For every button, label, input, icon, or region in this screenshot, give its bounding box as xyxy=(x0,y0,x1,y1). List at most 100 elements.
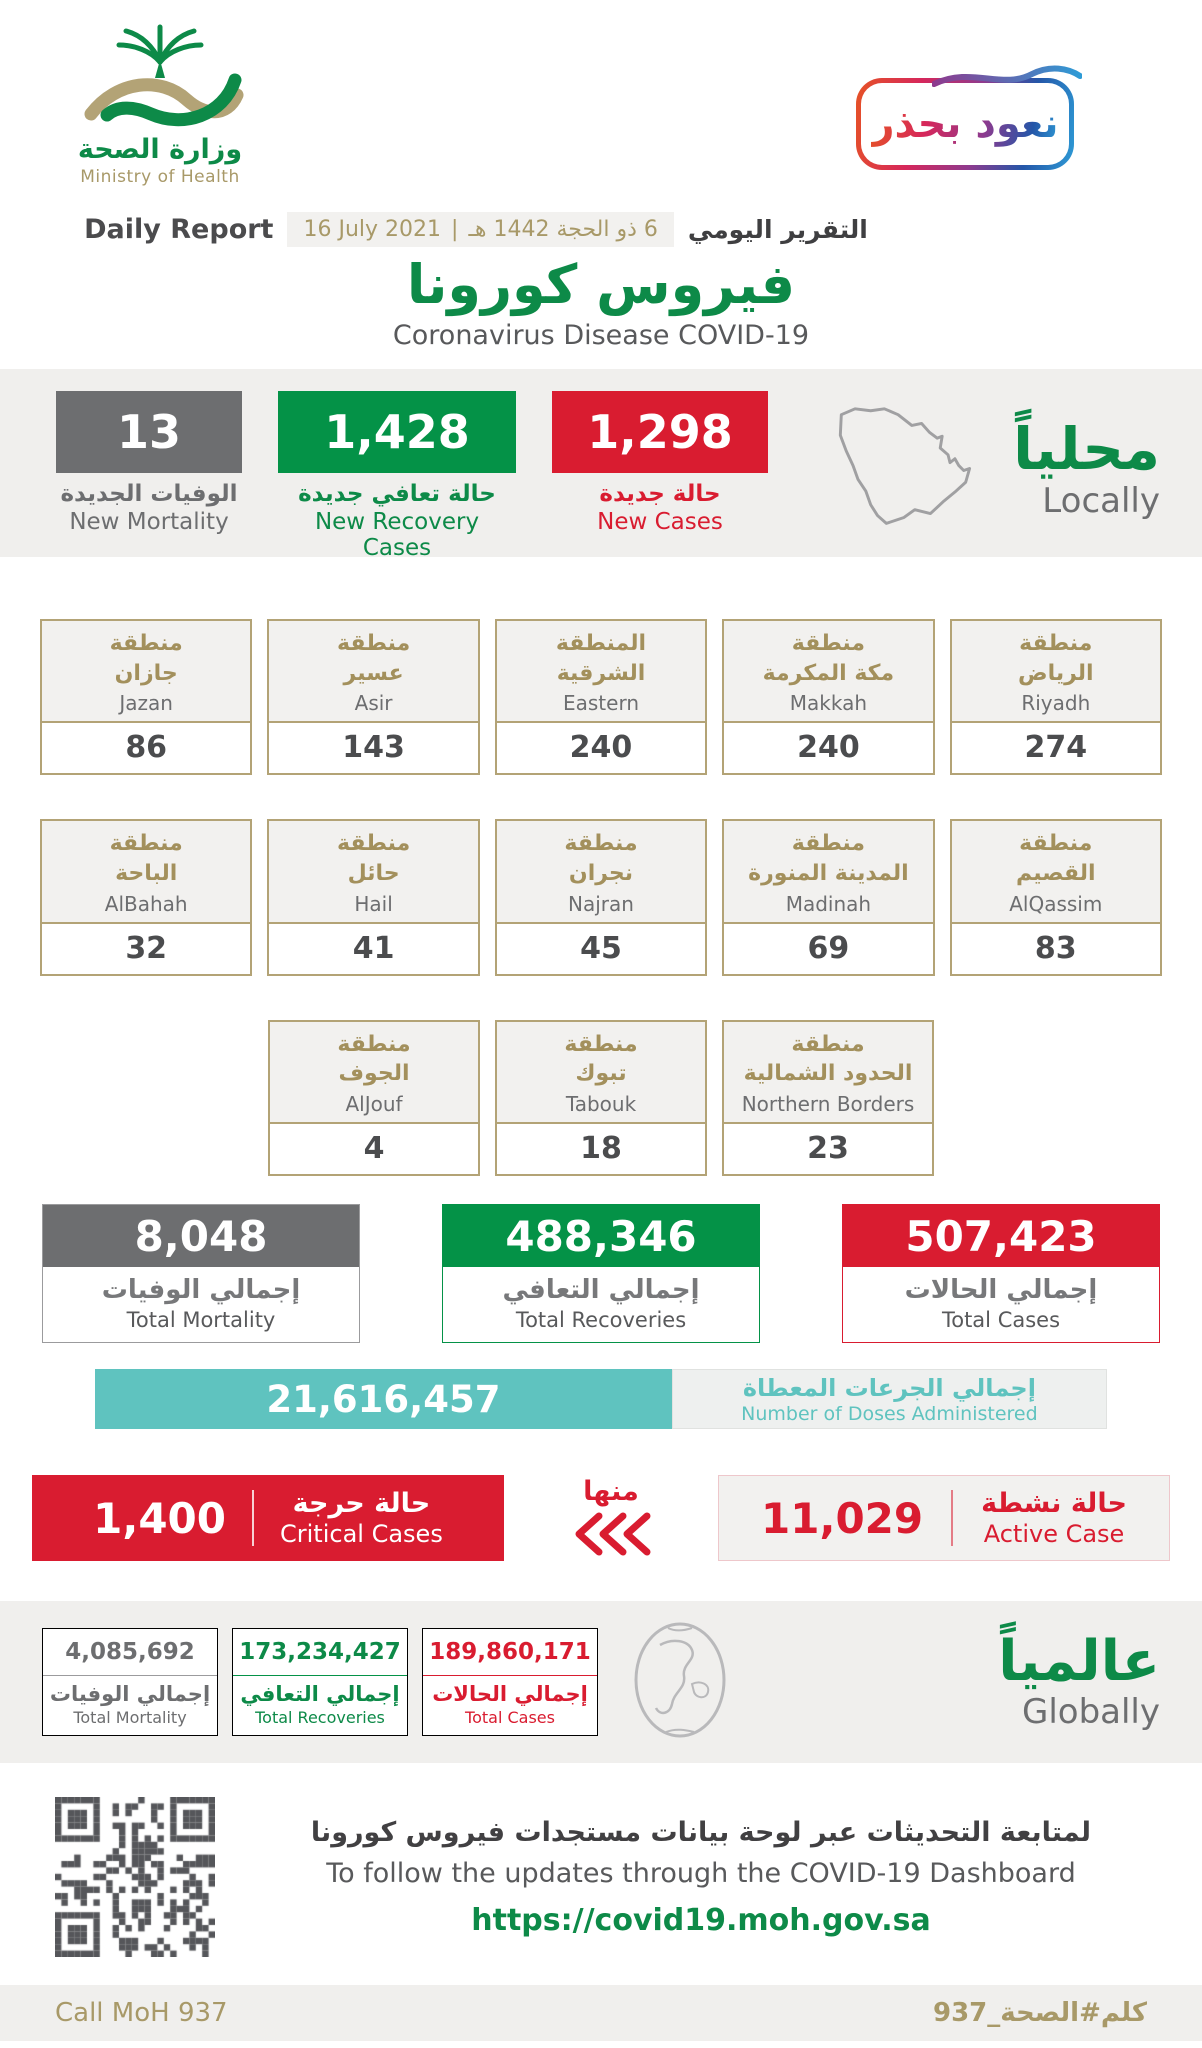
new-mortality-stat: 13 الوفيات الجديدة New Mortality xyxy=(56,391,242,535)
region-card-alqassim: منطقة القصيم AlQassim 83 xyxy=(949,819,1162,976)
total-recoveries-label-en: Total Recoveries xyxy=(515,1308,687,1333)
region-name-en: Northern Borders xyxy=(741,1092,915,1117)
globally-section: 4,085,692 إجمالي الوفيات Total Mortality… xyxy=(0,1601,1202,1764)
region-cards-grid: منطقة جازان Jazan 86 منطقة عسير Asir 143… xyxy=(40,619,1162,976)
total-cases-label-ar: إجمالي الحالات xyxy=(904,1275,1098,1306)
header: وزارة الصحة Ministry of Health نعود بحذر xyxy=(0,0,1202,212)
region-name-ar: منطقة جازان xyxy=(109,631,183,686)
region-card-tabouk: منطقة تبوك Tabouk 18 xyxy=(495,1019,707,1177)
critical-cases-box: 1,400 حالة حرجة Critical Cases xyxy=(32,1475,504,1562)
globally-heading-group: عالمياً Globally xyxy=(744,1628,1160,1732)
active-cases-box: 11,029 حالة نشطة Active Case xyxy=(718,1475,1170,1562)
critical-cases-value: 1,400 xyxy=(93,1493,227,1543)
date-separator: | xyxy=(451,217,459,242)
new-recoveries-stat: 1,428 حالة تعافي جديدة New Recovery Case… xyxy=(278,391,516,561)
badge-wave-icon xyxy=(932,65,1082,87)
total-mortality-label-en: Total Mortality xyxy=(126,1308,276,1333)
critical-cases-label-en: Critical Cases xyxy=(280,1520,443,1549)
dashboard-line-ar: لمتابعة التحديثات عبر لوحة بيانات مستجدا… xyxy=(310,1816,1092,1848)
dashboard-section: لمتابعة التحديثات عبر لوحة بيانات مستجدا… xyxy=(55,1797,1147,1958)
region-card-najran: منطقة نجران Najran 45 xyxy=(494,819,708,976)
of-which-group: منها xyxy=(504,1476,718,1561)
call-moh-hashtag-ar: كلم#الصحة_937 xyxy=(933,1998,1147,2029)
region-card-asir: منطقة عسير Asir 143 xyxy=(267,619,480,776)
region-value: 41 xyxy=(352,930,395,966)
divider xyxy=(951,1490,954,1547)
badge-frame: نعود بحذر xyxy=(856,78,1074,170)
new-cases-stat: 1,298 حالة جديدة New Cases xyxy=(552,391,768,535)
region-card-riyadh: منطقة الرياض Riyadh 274 xyxy=(949,619,1162,776)
region-name-en: Jazan xyxy=(119,691,173,716)
call-moh-label-en: Call MoH 937 xyxy=(55,1998,228,2029)
region-name-ar: منطقة المدينة المنورة xyxy=(748,831,909,887)
total-mortality-label-ar: إجمالي الوفيات xyxy=(101,1275,301,1306)
globe-icon xyxy=(630,1620,730,1744)
globally-heading-en: Globally xyxy=(1021,1691,1160,1732)
moh-logo-icon xyxy=(84,24,244,127)
total-cases-box: 507,423 إجمالي الحالات Total Cases xyxy=(842,1204,1160,1344)
global-cases-box: 189,860,171 إجمالي الحالات Total Cases xyxy=(422,1628,598,1737)
new-mortality-value: 13 xyxy=(56,391,242,473)
region-value: 86 xyxy=(125,730,168,766)
chevrons-left-icon xyxy=(575,1512,651,1556)
region-value: 69 xyxy=(807,930,850,966)
region-value: 83 xyxy=(1034,930,1077,966)
of-which-label-ar: منها xyxy=(583,1475,639,1507)
new-recoveries-label-en: New Recovery Cases xyxy=(314,509,480,561)
region-name-en: Tabouk xyxy=(565,1092,637,1117)
total-recoveries-value: 488,346 xyxy=(443,1205,759,1268)
locally-heading-en: Locally xyxy=(1042,481,1160,522)
new-cases-label-ar: حالة جديدة xyxy=(599,481,721,507)
global-mortality-label-en: Total Mortality xyxy=(73,1708,187,1728)
dashboard-line-en: To follow the updates through the COVID-… xyxy=(326,1857,1076,1889)
region-name-ar: منطقة الحدود الشمالية xyxy=(743,1031,913,1087)
active-cases-label-en: Active Case xyxy=(983,1520,1125,1549)
doses-label-group: إجمالي الجرعات المعطاة Number of Doses A… xyxy=(671,1369,1107,1430)
doses-administered-bar: 21,616,457 إجمالي الجرعات المعطاة Number… xyxy=(95,1369,1107,1430)
region-value: 240 xyxy=(797,730,860,766)
region-card-northern-borders: منطقة الحدود الشمالية Northern Borders 2… xyxy=(722,1019,934,1177)
region-card-aljouf: منطقة الجوف AlJouf 4 xyxy=(268,1019,480,1177)
total-recoveries-label-ar: إجمالي التعافي xyxy=(502,1275,700,1306)
total-mortality-box: 8,048 إجمالي الوفيات Total Mortality xyxy=(42,1204,360,1344)
region-cards-last-row: منطقة الجوف AlJouf 4 منطقة تبوك Tabouk 1… xyxy=(40,1019,1162,1177)
daily-report-label-en: Daily Report xyxy=(84,214,274,245)
active-cases-value: 11,029 xyxy=(761,1493,924,1543)
divider xyxy=(252,1490,255,1547)
daily-report-label-ar: التقرير اليومي xyxy=(687,215,868,244)
region-name-en: Asir xyxy=(354,691,393,716)
globally-heading-ar: عالمياً xyxy=(998,1628,1160,1694)
ministry-name-arabic: وزارة الصحة xyxy=(77,134,243,165)
doses-label-en: Number of Doses Administered xyxy=(741,1402,1038,1425)
global-mortality-box: 4,085,692 إجمالي الوفيات Total Mortality xyxy=(42,1628,218,1737)
region-value: 18 xyxy=(580,1131,622,1167)
qr-code[interactable] xyxy=(55,1797,215,1958)
dashboard-url-link[interactable]: https://covid19.moh.gov.sa xyxy=(471,1902,931,1938)
total-cases-value: 507,423 xyxy=(843,1205,1159,1268)
region-value: 45 xyxy=(580,930,622,966)
new-cases-value: 1,298 xyxy=(552,391,768,473)
region-card-hail: منطقة حائل Hail 41 xyxy=(267,819,480,976)
region-card-jazan: منطقة جازان Jazan 86 xyxy=(40,619,253,776)
region-value: 32 xyxy=(125,930,168,966)
report-date-chip: 16 July 2021 | 6 ذو الحجة 1442 هـ xyxy=(287,212,674,247)
new-mortality-label-en: New Mortality xyxy=(69,509,229,535)
new-mortality-label-ar: الوفيات الجديدة xyxy=(60,481,238,507)
region-name-en: Hail xyxy=(354,891,393,916)
saudi-arabia-map-icon xyxy=(839,407,972,525)
region-name-ar: منطقة نجران xyxy=(564,831,638,887)
region-name-ar: منطقة عسير xyxy=(336,631,411,686)
global-recoveries-value: 173,234,427 xyxy=(233,1629,407,1677)
region-name-ar: منطقة حائل xyxy=(336,831,411,887)
region-name-ar: منطقة الجوف xyxy=(337,1031,411,1087)
local-totals-row: 8,048 إجمالي الوفيات Total Mortality 488… xyxy=(42,1204,1160,1344)
new-recoveries-value: 1,428 xyxy=(278,391,516,473)
global-cases-label-ar: إجمالي الحالات xyxy=(432,1682,588,1707)
region-name-ar: منطقة القصيم xyxy=(1016,831,1096,887)
global-cases-label-en: Total Cases xyxy=(465,1708,555,1728)
region-value: 4 xyxy=(363,1131,385,1167)
region-name-ar: منطقة الباحة xyxy=(109,831,183,887)
region-name-en: Madinah xyxy=(785,891,872,916)
region-name-ar: المنطقة الشرقية xyxy=(555,631,647,686)
